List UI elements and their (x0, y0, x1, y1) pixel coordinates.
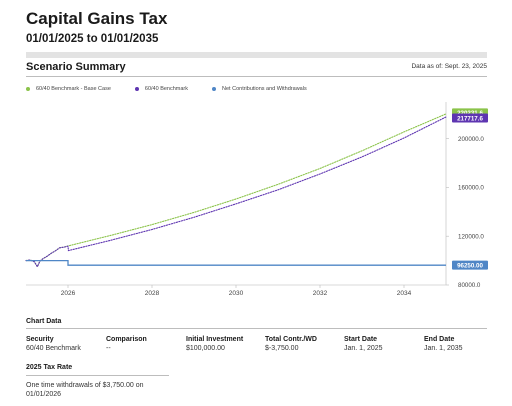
y-tick-label: 160000.0 (458, 185, 484, 192)
legend-marker-benchmark (134, 87, 139, 91)
end-label-benchmark: 217717.6 (457, 115, 483, 122)
end-label-benchmark-badge (452, 113, 488, 123)
chart-data-divider (26, 328, 487, 329)
series-line-benchmark (25, 116, 447, 268)
legend-item-base-case[interactable]: 60/40 Benchmark - Base Case (26, 86, 111, 92)
page-title: Capital Gains Tax (26, 9, 168, 28)
end-label-net-contributions-badge (452, 260, 488, 270)
y-tick-label: 200000.0 (458, 136, 484, 143)
info-end-date: End Date Jan. 1, 2035 (424, 335, 463, 353)
info-initial-investment-value: $100,000.00 (186, 345, 225, 352)
x-tick-label: 2028 (145, 290, 160, 297)
x-tick-label: 2034 (397, 290, 412, 297)
tax-rate-divider (26, 375, 169, 376)
info-total-contr: Total Contr./WD $-3,750.00 (265, 335, 317, 353)
series-line-net-contributions (26, 259, 446, 266)
legend-item-benchmark[interactable]: 60/40 Benchmark (134, 86, 189, 92)
legend-label-benchmark: 60/40 Benchmark (144, 86, 189, 92)
x-tick-label: 2030 (229, 290, 244, 297)
tax-rate-text: One time withdrawals of $3,750.00 on 01/… (26, 382, 144, 398)
x-tick-label: 2026 (61, 290, 76, 297)
info-end-date-header: End Date (424, 336, 455, 343)
info-security: Security 60/40 Benchmark (26, 335, 81, 353)
legend-item-net-contributions[interactable]: Net Contributions and Withdrawals (212, 86, 307, 92)
info-comparison: Comparison -- (106, 335, 147, 353)
info-total-contr-header: Total Contr./WD (265, 336, 317, 343)
scenario-divider (26, 76, 487, 77)
legend-marker-net-contributions (212, 87, 217, 91)
header-divider (26, 52, 487, 58)
x-tick-label: 2032 (313, 290, 328, 297)
info-start-date-value: Jan. 1, 2025 (344, 345, 383, 352)
y-tick-label: 120000.0 (458, 233, 484, 240)
chart-legend: 60/40 Benchmark - Base Case 60/40 Benchm… (26, 84, 331, 94)
info-security-header: Security (26, 336, 54, 343)
info-comparison-header: Comparison (106, 336, 147, 343)
info-end-date-value: Jan. 1, 2035 (424, 345, 463, 352)
growth-line-chart: 2026 2028 2030 2032 2034 80000.0 120000.0 16000… (25, 102, 488, 297)
legend-marker-base-case (26, 87, 30, 91)
info-security-value: 60/40 Benchmark (26, 345, 81, 352)
y-tick-label: 80000.0 (458, 282, 481, 289)
info-start-date-header: Start Date (344, 336, 378, 343)
info-start-date: Start Date Jan. 1, 2025 (344, 335, 383, 353)
tax-rate-title: 2025 Tax Rate (26, 364, 73, 371)
end-label-net-contributions: 96250.00 (457, 262, 483, 269)
info-initial-investment: Initial Investment $100,000.00 (186, 335, 243, 353)
legend-label-net-contributions: Net Contributions and Withdrawals (222, 86, 307, 92)
date-range: 01/01/2025 to 01/01/2035 (26, 33, 159, 45)
data-as-of: Data as of: Sept. 23, 2025 (411, 63, 487, 70)
chart-data-title: Chart Data (26, 318, 62, 325)
scenario-summary-title: Scenario Summary (26, 61, 126, 73)
legend-label-base-case: 60/40 Benchmark - Base Case (36, 86, 111, 92)
info-initial-investment-header: Initial Investment (186, 336, 244, 343)
info-comparison-value: -- (106, 345, 111, 352)
info-total-contr-value: $-3,750.00 (265, 345, 299, 352)
series-line-base-case (25, 113, 447, 268)
